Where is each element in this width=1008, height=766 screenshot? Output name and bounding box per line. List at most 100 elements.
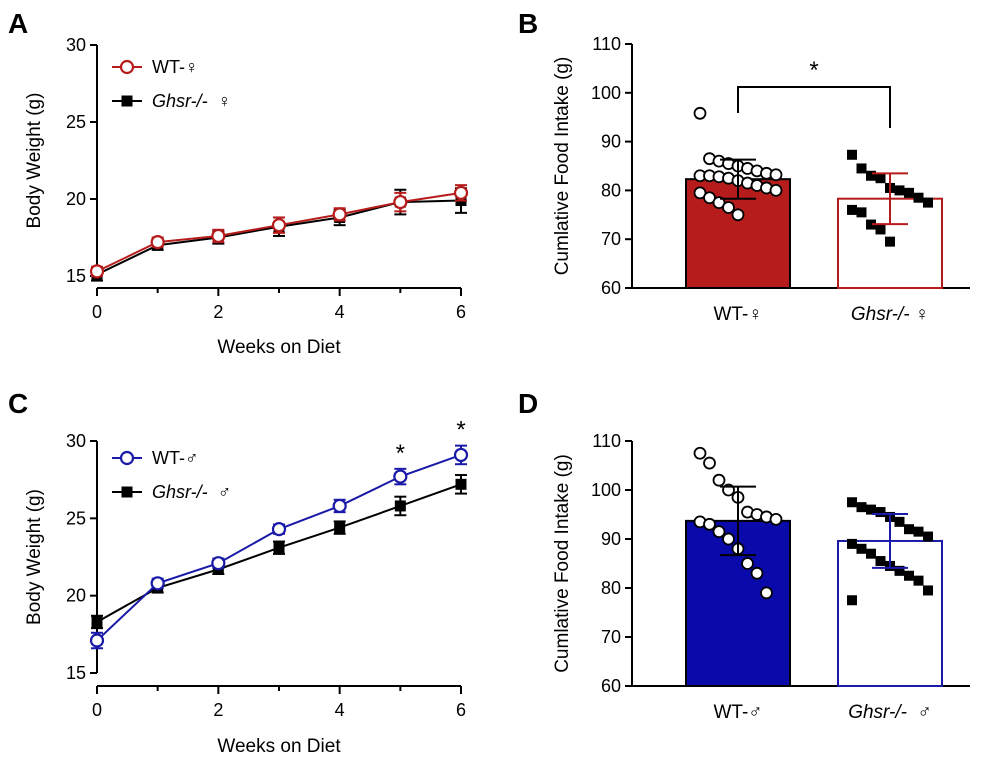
data-point <box>332 498 347 514</box>
panel-letter-d: D <box>518 388 538 419</box>
legend-marker <box>119 59 135 75</box>
data-point <box>271 522 287 537</box>
y-tick-label: 90 <box>601 529 621 549</box>
data-point <box>393 194 408 210</box>
y-tick-label: 70 <box>601 627 621 647</box>
y-tick-label: 25 <box>66 112 86 132</box>
data-point <box>923 585 933 596</box>
data-point <box>453 447 469 463</box>
data-point <box>904 570 914 581</box>
legend-label-italic: Ghsr-/- <box>152 482 213 502</box>
x-tick-label: 4 <box>335 700 345 720</box>
data-point <box>875 507 886 518</box>
y-tick-label: 80 <box>601 180 621 200</box>
legend-label-main: ♀ <box>218 91 232 111</box>
y-tick-label: 110 <box>592 431 621 451</box>
data-point <box>847 149 857 160</box>
y-tick-label: 30 <box>66 431 86 451</box>
x-tick-label: 2 <box>213 302 223 322</box>
data-point <box>856 207 867 218</box>
legend-marker <box>119 450 135 466</box>
y-tick-label: 80 <box>601 578 621 598</box>
data-point <box>741 557 754 570</box>
data-point <box>89 264 105 279</box>
data-point <box>394 500 406 512</box>
data-point <box>332 207 347 222</box>
panel-c: C 15 20 25 30 0 2 4 6 Weeks on Diet Body Weight (g… <box>8 388 469 757</box>
data-point <box>875 556 886 567</box>
y-tick-label: 90 <box>601 132 621 152</box>
data-point <box>904 187 914 198</box>
y-tick-label: 60 <box>601 676 621 696</box>
data-point <box>712 525 726 539</box>
legend-marker <box>121 95 133 107</box>
data-point <box>760 586 773 600</box>
x-tick-label: 6 <box>456 302 466 322</box>
y-axis-label: Cumlative Food Intake (g) <box>552 57 573 276</box>
data-point <box>769 168 783 182</box>
data-point <box>769 183 783 197</box>
data-point <box>453 185 469 200</box>
data-point <box>722 532 735 546</box>
legend-label: WT-♂ <box>152 448 199 468</box>
category-label: WT-♀ <box>713 304 762 325</box>
significance-star: * <box>456 417 465 444</box>
category-label-main: ♂ <box>918 702 932 723</box>
data-point <box>913 192 924 203</box>
significance-star: * <box>396 440 405 467</box>
x-axis-label: Weeks on Diet <box>217 337 341 358</box>
data-point <box>875 173 886 184</box>
data-point <box>904 524 914 535</box>
data-point <box>150 576 165 591</box>
data-point <box>923 197 933 208</box>
x-axis-label: Weeks on Diet <box>217 736 341 757</box>
significance-star: * <box>809 57 818 84</box>
legend-label-italic: Ghsr-/- <box>152 91 213 111</box>
data-point <box>913 575 924 586</box>
data-point <box>722 201 735 214</box>
panel-letter-b: B <box>518 8 538 39</box>
category-label-main: WT-♀ <box>713 304 762 325</box>
legend-marker <box>121 486 133 498</box>
data-point <box>271 218 287 233</box>
data-point <box>866 504 876 515</box>
y-tick-label: 20 <box>66 189 86 209</box>
data-point <box>866 170 876 181</box>
data-point <box>923 531 933 542</box>
data-point <box>913 526 924 537</box>
data-point <box>894 185 905 196</box>
data-point <box>856 543 867 554</box>
data-point <box>847 497 857 508</box>
data-point <box>91 616 103 628</box>
legend-label-main: WT-♂ <box>152 448 199 468</box>
data-point <box>750 566 764 580</box>
panel-a: A 15 20 25 30 0 2 4 6 Weeks on Diet Body Weight (g… <box>8 8 469 358</box>
panel-b: B 60 70 80 90 100 110 Cumlative Food Intake (g)… <box>518 8 970 298</box>
data-point <box>847 595 857 606</box>
category-label-italic: Ghsr-/- <box>851 304 910 325</box>
data-point <box>273 542 285 554</box>
y-tick-label: 60 <box>601 278 621 298</box>
x-tick-label: 6 <box>456 700 466 720</box>
data-point <box>693 106 707 120</box>
data-point <box>769 513 783 526</box>
legend-label: WT-♀ <box>152 57 199 77</box>
category-label: WT-♂ <box>713 702 762 723</box>
panel-letter-a: A <box>8 8 28 39</box>
y-tick-label: 30 <box>66 35 86 55</box>
data-point <box>856 163 867 174</box>
x-tick-label: 4 <box>335 302 345 322</box>
x-tick-label: 2 <box>213 700 223 720</box>
y-axis-label: Body Weight (g) <box>24 93 45 229</box>
category-label-italic: Ghsr-/- <box>848 702 912 723</box>
category-label: Ghsr-/- ♀ <box>851 304 929 325</box>
category-label-main: WT-♂ <box>713 702 762 723</box>
y-tick-label: 100 <box>591 480 621 500</box>
panel-letter-c: C <box>8 388 28 419</box>
series-line <box>96 199 462 276</box>
data-point <box>693 446 707 460</box>
data-point <box>712 473 726 487</box>
data-point <box>847 538 857 549</box>
y-tick-label: 110 <box>592 34 621 54</box>
